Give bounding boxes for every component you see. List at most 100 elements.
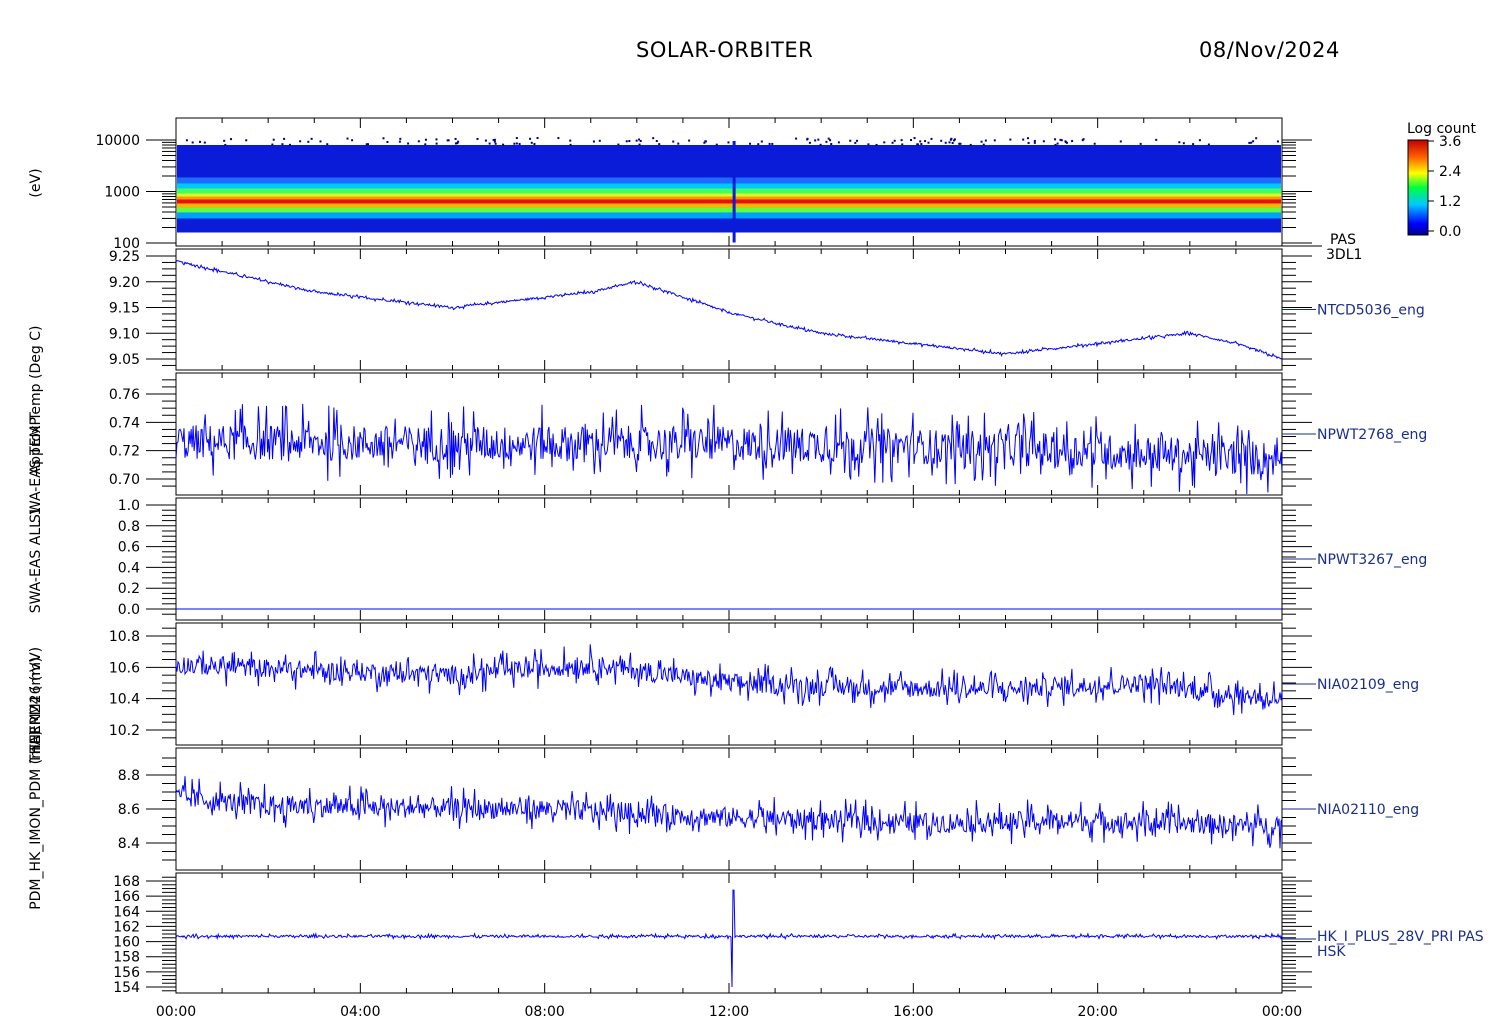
spectrogram-speck (1056, 142, 1059, 145)
spectrogram-speck (569, 139, 572, 142)
spectrogram-speck (1033, 141, 1036, 144)
panel-label: NPWT2768_eng (1317, 427, 1427, 443)
y-axis-labels: (eV) Approx Temp (Deg C)SWA-EAS TEMPSWA-E… (28, 168, 44, 909)
spectrogram-speck (795, 137, 798, 140)
time-tick-label: 16:00 (893, 1004, 933, 1020)
y-tick-label: 1000 (104, 185, 140, 201)
y-tick-label: 100 (113, 236, 140, 252)
y-tick-label: 8.6 (118, 802, 140, 818)
spectrogram-speck (417, 140, 420, 143)
spectrogram-speck (883, 141, 886, 144)
spectrogram-band-4 (177, 193, 1281, 198)
spectrogram-speck (982, 143, 985, 146)
colorbar-tick-label: 0.0 (1439, 224, 1461, 240)
spectrogram-speck (930, 137, 933, 140)
y-tick-label: 0.0 (118, 602, 140, 618)
spectrogram-speck (224, 143, 227, 146)
data-trace (175, 259, 1283, 360)
spectrogram-speck (1119, 140, 1122, 143)
spectrogram-speck (1026, 137, 1029, 140)
spectrogram-speck (272, 138, 275, 141)
spectrogram-speck (727, 141, 730, 144)
y-tick-label: 0.72 (109, 444, 140, 460)
spectrogram-speck (829, 139, 832, 142)
spectrogram-speck (1022, 138, 1025, 141)
panel-label: NPWT3267_eng (1317, 552, 1427, 568)
spectrogram-band-8 (177, 207, 1281, 213)
colorbar-tick-label: 2.4 (1439, 164, 1461, 180)
y-tick-label: 9.20 (109, 275, 140, 291)
y-tick-label: 10000 (95, 133, 140, 149)
spectrogram-speck (951, 142, 954, 145)
spectrogram-speck (530, 141, 533, 144)
time-tick-label: 00:00 (156, 1004, 196, 1020)
spectrogram-speck (704, 140, 707, 143)
y-tick-label: 9.15 (109, 301, 140, 317)
spectrogram-speck (1182, 142, 1185, 145)
spectrogram-speck (1060, 139, 1063, 142)
date-title: 08/Nov/2024 (1199, 38, 1340, 62)
spectrogram-speck (949, 138, 952, 141)
spectrogram-speck (913, 137, 916, 140)
spectrogram-speck (638, 138, 641, 141)
spectrogram-speck (367, 143, 370, 146)
spectrogram-speck (1059, 138, 1062, 141)
spectrogram-band-2 (177, 183, 1281, 190)
spectrogram-speck (365, 143, 368, 146)
time-tick-label: 12:00 (709, 1004, 749, 1020)
spectrogram-speck (940, 139, 943, 142)
spectrogram-speck (598, 139, 601, 142)
colorbar-scale (1407, 139, 1429, 236)
spectrogram-speck (307, 140, 310, 143)
spectrogram-speck (715, 143, 718, 146)
spectrogram-speck (457, 140, 460, 143)
spectrogram-speck (771, 142, 774, 145)
spectrogram-speck (326, 143, 329, 146)
y-axis-label-3: SWA-EAS TEMP (28, 417, 44, 523)
spectrogram-speck (1250, 141, 1253, 144)
spectrogram-speck (1064, 141, 1067, 144)
spectrogram-speck (283, 137, 286, 140)
panel-3: 0.76 0.74 0.72 0.70 NPWT2768_eng (109, 372, 1427, 496)
spectrogram-speck (1071, 140, 1074, 143)
spectrogram-speck (635, 139, 638, 142)
y-tick-label: 0.2 (118, 581, 140, 597)
data-trace (175, 776, 1283, 849)
spectrogram-speck (1033, 139, 1036, 142)
spectrogram-speck (688, 139, 691, 142)
spectrogram-speck (625, 140, 628, 143)
y-axis-label-5: THERM24 (mV) (28, 657, 44, 764)
spectrogram-speck (891, 141, 894, 144)
spectrogram-speck (513, 142, 516, 145)
spectrogram-speck (1009, 138, 1012, 141)
spectrogram-speck (484, 139, 487, 142)
spectrogram-speck (875, 143, 878, 146)
spectrogram-speck (346, 137, 349, 140)
panel-label-product: 3DL1 (1326, 247, 1362, 263)
spectrogram-speck (658, 143, 661, 146)
spectrogram-speck (893, 139, 896, 142)
spectrogram-speck (919, 140, 922, 143)
colorbar-tick-label: 1.2 (1439, 194, 1461, 210)
spectrogram-speck (1207, 143, 1210, 146)
spectrogram-speck (1178, 141, 1181, 144)
spectrogram-speck (245, 139, 248, 142)
colorbar-tick-label: 3.6 (1439, 134, 1461, 150)
spectrogram-speck (533, 142, 536, 145)
spectrogram-speck (319, 140, 322, 143)
spectrogram-speck (806, 137, 809, 140)
spectrogram-speck (672, 140, 675, 143)
spectrogram-speck (1093, 142, 1096, 145)
spectrogram-speck (819, 143, 822, 146)
spectrogram-speck (536, 137, 539, 140)
spectrogram-speck (399, 137, 402, 140)
spectrogram-speck (959, 142, 962, 145)
spectrogram-speck (1065, 141, 1068, 144)
spectrogram-speck (271, 143, 274, 146)
y-axis-label-4: SWA-EAS ALL 1 (28, 507, 44, 614)
y-tick-label: 0.4 (118, 560, 140, 576)
panel-label: HK_I_PLUS_28V_PRI PAS (1317, 929, 1484, 945)
spectrogram-speck (817, 138, 820, 141)
y-tick-label: 0.74 (109, 415, 140, 431)
